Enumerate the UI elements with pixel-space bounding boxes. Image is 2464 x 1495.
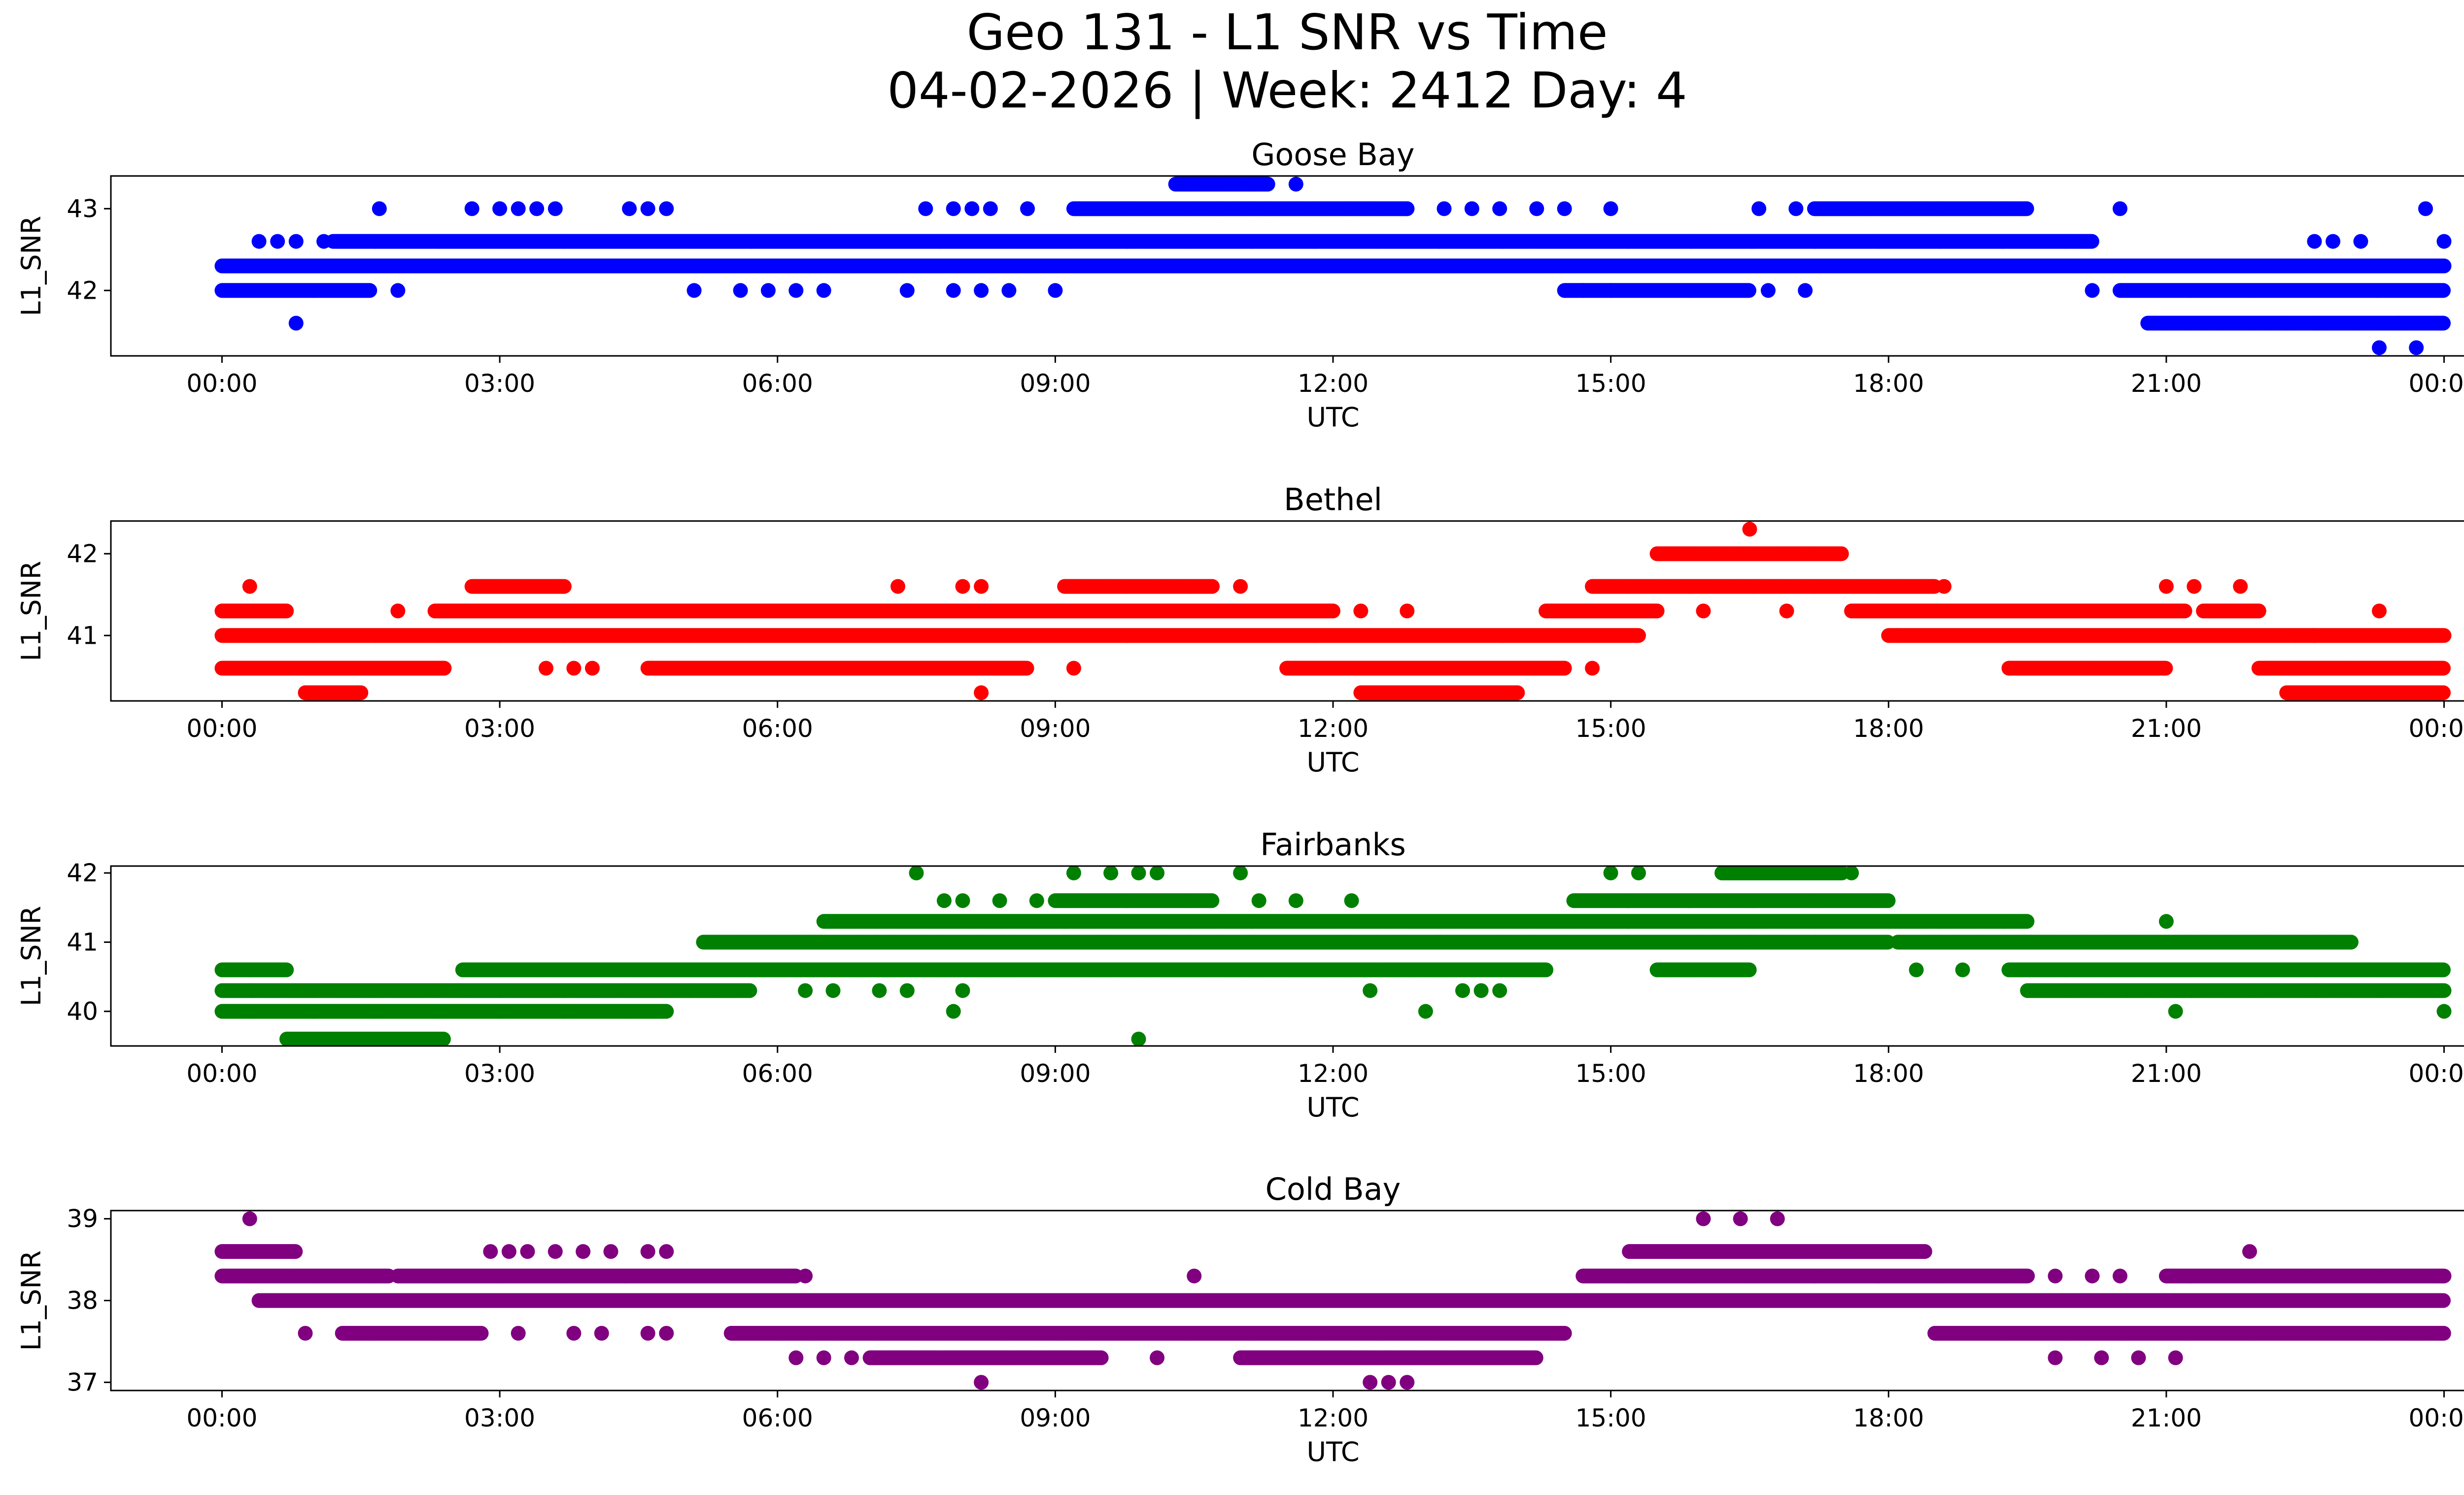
data-points [214, 176, 2452, 355]
panel-title: Goose Bay [1251, 137, 1414, 173]
series-band [1168, 176, 1275, 192]
data-point [2436, 283, 2451, 298]
data-point [362, 283, 377, 298]
data-point [2019, 201, 2034, 216]
data-point [1742, 283, 1756, 298]
series-band [214, 258, 2452, 274]
series-band [1066, 201, 2034, 216]
data-point [2084, 234, 2099, 249]
series-band [325, 234, 2099, 249]
chart-subtitle: 04-02-2026 | Week: 2412 Day: 4 [887, 62, 1687, 119]
series-band [214, 283, 2451, 298]
data-point [1260, 176, 1275, 192]
chart-title: Geo 131 - L1 SNR vs Time [967, 3, 1608, 61]
data-point [2436, 258, 2452, 274]
